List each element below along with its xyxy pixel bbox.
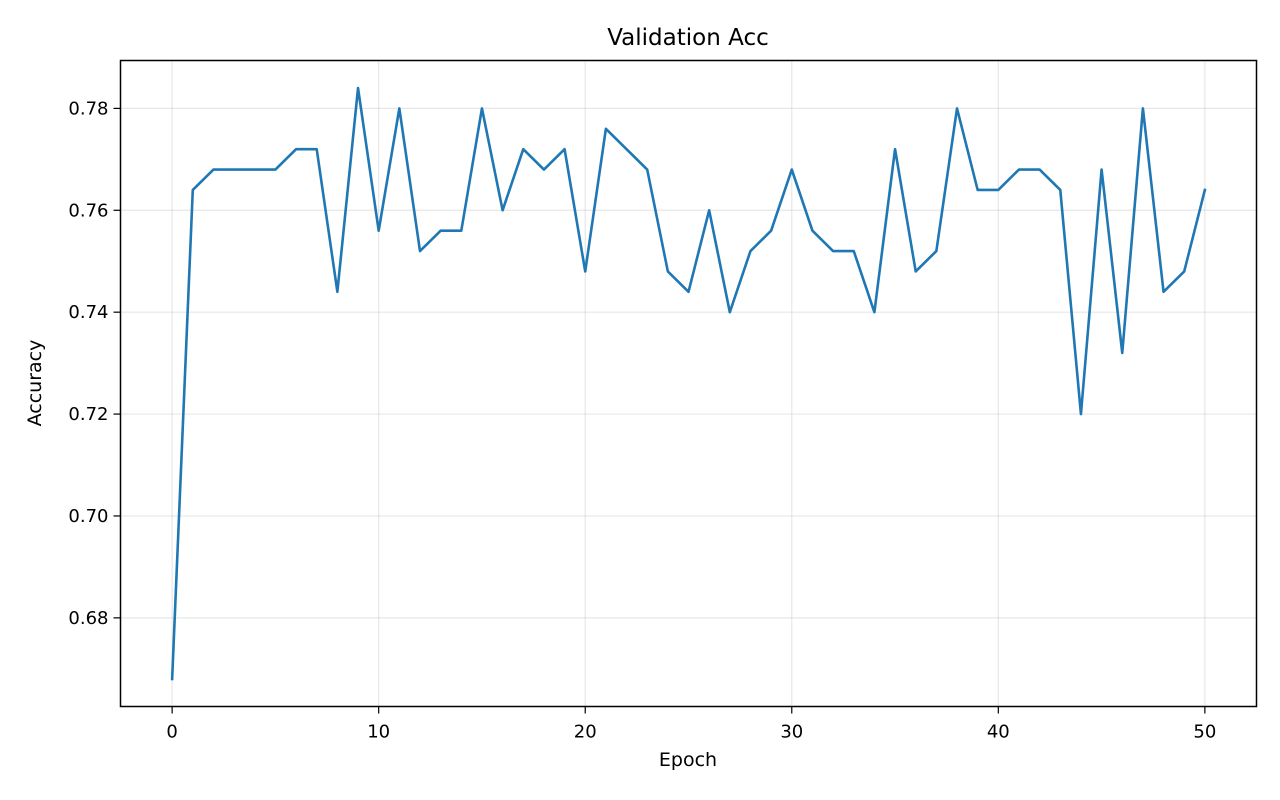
x-tick-label: 30 (780, 722, 803, 743)
y-axis-ticks: 0.68 0.70 0.72 0.74 0.76 0.78 (68, 98, 121, 629)
series-line (170, 86, 1207, 681)
x-tick-label: 10 (367, 722, 390, 743)
y-tick-label: 0.72 (68, 404, 108, 425)
y-tick-label: 0.78 (68, 98, 108, 119)
y-tick-label: 0.68 (68, 608, 108, 629)
series-layer (170, 86, 1207, 681)
y-tick-label: 0.76 (68, 200, 108, 221)
y-tick-label: 0.70 (68, 506, 108, 527)
x-tick-label: 0 (166, 722, 177, 743)
y-tick-label: 0.74 (68, 302, 108, 323)
x-tick-label: 40 (987, 722, 1010, 743)
chart-title: Validation Acc (607, 25, 769, 51)
x-tick-label: 50 (1193, 722, 1216, 743)
x-axis-title: Epoch (659, 749, 717, 771)
x-tick-label: 20 (574, 722, 597, 743)
y-axis-title: Accuracy (24, 340, 46, 427)
x-axis-ticks: 0 10 20 30 40 50 (166, 706, 1216, 743)
grid-layer (120, 60, 1257, 707)
plot-frame (119, 59, 1258, 708)
